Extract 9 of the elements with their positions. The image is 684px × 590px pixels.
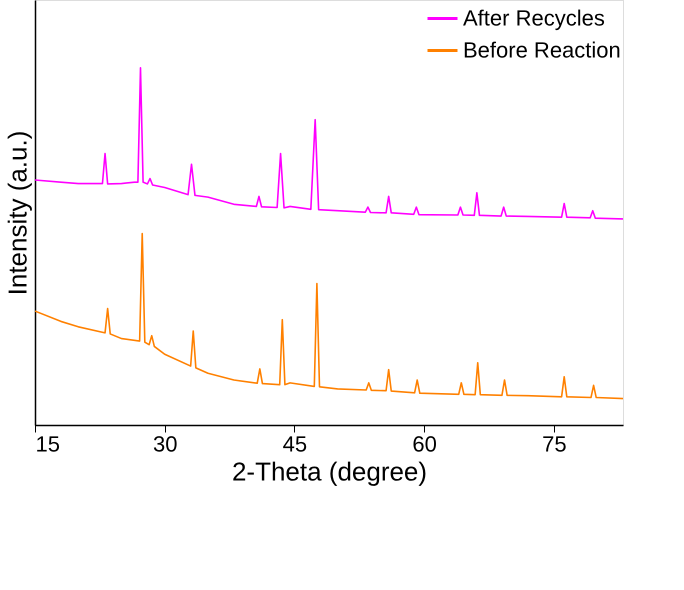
y-axis-title: Intensity (a.u.) [2, 130, 32, 296]
x-tick-label: 15 [36, 432, 60, 456]
x-tick-label: 60 [412, 432, 437, 456]
legend-label: Before Reaction [463, 38, 621, 62]
x-axis-title: 2-Theta (degree) [232, 456, 428, 486]
x-tick-label: 75 [542, 432, 567, 456]
legend-label: After Recycles [463, 6, 605, 30]
x-tick-label: 30 [152, 432, 178, 456]
x-tick-label: 45 [282, 432, 308, 456]
